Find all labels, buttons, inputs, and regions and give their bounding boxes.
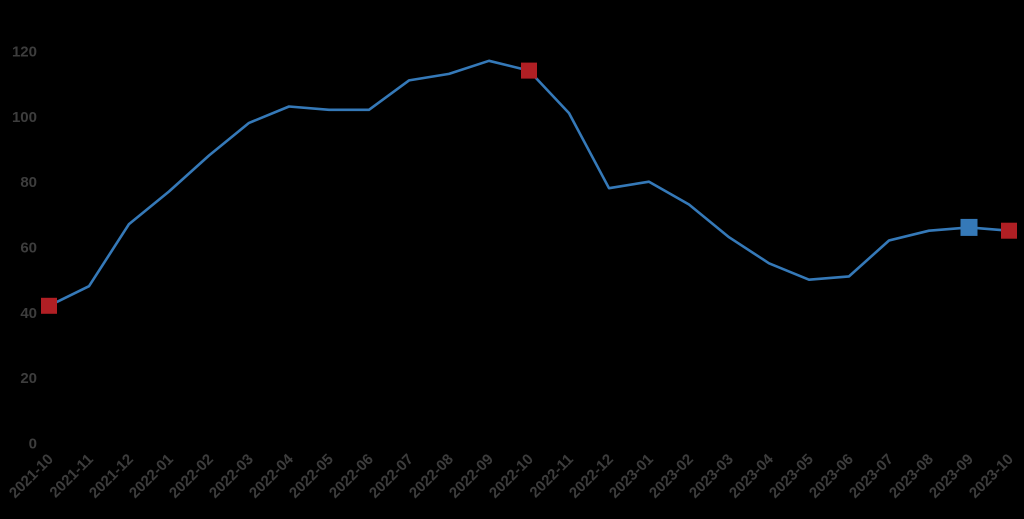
highlight-marker-2022-10 (521, 62, 537, 79)
y-axis-tick-label: 40 (20, 305, 37, 322)
y-axis-tick-label: 100 (12, 109, 37, 126)
data-line-monthly-index (47, 59, 1011, 308)
y-axis-tick-label: 120 (12, 44, 37, 61)
x-axis-tick-label: 2021-10 (6, 451, 57, 502)
y-axis-tick-label: 60 (20, 240, 37, 257)
y-axis-tick-label: 80 (20, 174, 37, 191)
x-axis-tick-label: 2022-10 (486, 451, 537, 502)
highlight-marker-2021-10 (41, 297, 57, 314)
y-axis-tick-label: 0 (29, 436, 37, 453)
highlight-marker-2023-09 (960, 218, 978, 236)
y-axis-tick-label: 20 (20, 370, 37, 387)
x-axis-tick-label: 2023-10 (966, 451, 1017, 502)
highlight-marker-2023-10 (1001, 222, 1017, 239)
